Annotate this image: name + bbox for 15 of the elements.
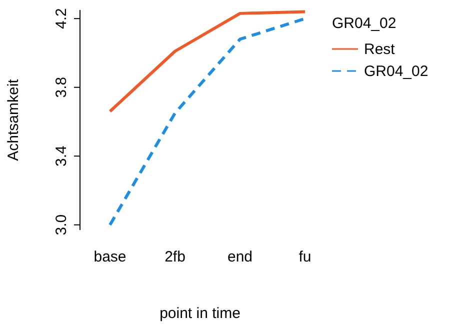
y-axis-title: Achtsamkeit (5, 78, 22, 161)
x-tick-label: base (94, 248, 126, 266)
y-tick-label: 3.8 (53, 76, 70, 98)
y-tick-label: 3.4 (53, 146, 70, 167)
y-tick-label: 3.0 (53, 214, 70, 236)
x-tick-label: 2fb (164, 248, 186, 266)
line-series (108, 10, 306, 113)
legend-label: GR04_02 (364, 63, 428, 80)
legend-title: GR04_02 (332, 15, 396, 32)
line-series (108, 17, 306, 226)
y-tick-label: 4.2 (53, 8, 70, 30)
x-axis-title: point in time (160, 305, 240, 322)
x-tick-label: end (227, 248, 253, 266)
legend-label: Rest (364, 41, 396, 58)
x-tick-label: fu (298, 248, 312, 266)
